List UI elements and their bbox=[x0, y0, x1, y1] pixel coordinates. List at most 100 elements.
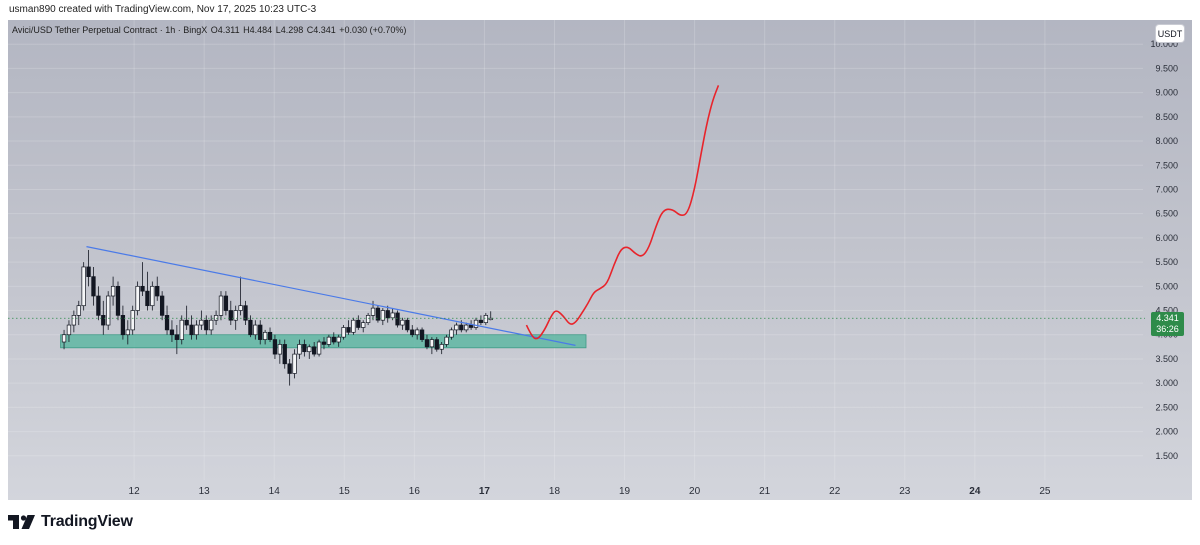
candle bbox=[326, 334, 332, 347]
candle-body-bear bbox=[478, 319, 484, 323]
candle bbox=[346, 320, 351, 335]
candle-body-bear bbox=[120, 315, 126, 336]
projection-layer[interactable] bbox=[525, 85, 720, 340]
y-tick-label: 5.500 bbox=[1155, 257, 1178, 267]
candle-body-bear bbox=[405, 319, 410, 331]
y-axis[interactable]: 10.000 9.500 9.000 8.500 8.000 7.500 7.000 6.50… bbox=[1150, 39, 1178, 461]
candle bbox=[76, 300, 81, 326]
candle bbox=[179, 315, 184, 345]
x-axis[interactable]: 12 13 14 15 16 17 18 19 20 21 22 23 24 25 bbox=[129, 486, 1051, 497]
candle bbox=[228, 300, 233, 326]
candle bbox=[194, 320, 199, 340]
candle bbox=[164, 305, 170, 335]
candle-body-bear bbox=[287, 363, 292, 374]
candle-body-bull bbox=[233, 310, 238, 321]
candle-body-bear bbox=[159, 295, 165, 316]
candle bbox=[125, 320, 130, 345]
low-value: L4.298 bbox=[275, 25, 304, 35]
candle bbox=[282, 339, 287, 369]
candle bbox=[213, 310, 219, 326]
chart-panel[interactable]: 10.000 9.500 9.000 8.500 8.000 7.500 7.000 6.50… bbox=[8, 20, 1192, 500]
candle-body-bull bbox=[125, 329, 130, 336]
x-tick-label: 15 bbox=[339, 486, 351, 497]
candle bbox=[410, 325, 415, 338]
candle-body-bull bbox=[444, 336, 449, 345]
candle-body-bull bbox=[297, 344, 302, 355]
x-tick-label: 24 bbox=[969, 486, 981, 497]
trendline-layer[interactable] bbox=[86, 246, 576, 346]
x-tick-label: 14 bbox=[269, 486, 281, 497]
candle bbox=[336, 334, 341, 347]
candle-body-bull bbox=[400, 319, 405, 326]
y-tick-label: 9.500 bbox=[1155, 63, 1178, 73]
candle-body-bear bbox=[155, 285, 160, 297]
candle bbox=[454, 322, 459, 335]
candle bbox=[361, 320, 366, 333]
candle-body-bull bbox=[390, 312, 395, 319]
x-tick-label: 17 bbox=[479, 486, 491, 497]
candle bbox=[101, 300, 106, 335]
candle bbox=[155, 276, 160, 301]
y-tick-label: 10.000 bbox=[1150, 39, 1178, 49]
candle-body-bear bbox=[434, 339, 439, 350]
candle bbox=[331, 332, 336, 345]
candle bbox=[145, 271, 150, 311]
candle bbox=[478, 315, 484, 326]
candle-body-bull bbox=[199, 319, 204, 326]
candle-body-bear bbox=[174, 334, 179, 340]
y-tick-label: 7.500 bbox=[1155, 160, 1178, 170]
x-tick-label: 21 bbox=[759, 486, 771, 497]
open-value: O4.311 bbox=[210, 25, 240, 35]
candle bbox=[444, 334, 449, 347]
candle-body-bull bbox=[307, 346, 312, 353]
created-with-line: usman890 created with TradingView.com, N… bbox=[9, 4, 317, 15]
candle-body-bull bbox=[454, 324, 459, 331]
candle-body-bear bbox=[419, 329, 425, 340]
candle-body-bear bbox=[331, 336, 336, 343]
candle-body-bull bbox=[253, 324, 258, 336]
price-chart[interactable]: 10.000 9.500 9.000 8.500 8.000 7.500 7.000 6.50… bbox=[8, 20, 1192, 500]
y-tick-label: 1.500 bbox=[1155, 451, 1178, 461]
descending-trendline[interactable] bbox=[86, 246, 576, 346]
candle bbox=[184, 305, 189, 330]
candle-body-bull bbox=[429, 339, 435, 348]
candle-body-bull bbox=[292, 353, 297, 374]
support-zone[interactable] bbox=[60, 334, 587, 349]
candle bbox=[233, 305, 238, 330]
candle-body-bull bbox=[380, 310, 385, 321]
candle-body-bear bbox=[228, 310, 233, 321]
candle bbox=[424, 334, 430, 350]
candle bbox=[61, 329, 67, 350]
projection-path[interactable] bbox=[525, 85, 720, 340]
currency-badge[interactable]: USDT bbox=[1156, 25, 1184, 42]
candle-body-bear bbox=[184, 319, 189, 326]
candle bbox=[262, 329, 268, 345]
candle-body-bull bbox=[370, 307, 376, 316]
candle-body-bear bbox=[189, 324, 194, 336]
candle bbox=[258, 320, 263, 345]
y-tick-label: 7.000 bbox=[1155, 184, 1178, 194]
candle bbox=[91, 266, 96, 306]
candle-body-bull bbox=[110, 285, 116, 297]
candle bbox=[395, 310, 400, 328]
last-price-label: 4.341 36:26 bbox=[1151, 312, 1184, 336]
candle bbox=[159, 291, 165, 321]
close-value: C4.341 bbox=[306, 25, 336, 35]
candle bbox=[439, 342, 444, 355]
candle-body-bull bbox=[326, 336, 332, 345]
candle bbox=[429, 337, 435, 355]
candle bbox=[302, 339, 307, 357]
candle-body-bull bbox=[238, 305, 243, 311]
candle-body-bear bbox=[145, 290, 150, 307]
candle bbox=[375, 305, 381, 323]
candle-body-bear bbox=[395, 312, 400, 326]
candle bbox=[199, 310, 204, 330]
candle-body-bear bbox=[248, 319, 253, 336]
candle bbox=[341, 325, 346, 340]
y-tick-label: 4.500 bbox=[1155, 306, 1178, 316]
candle-body-bull bbox=[76, 305, 81, 316]
candle bbox=[464, 322, 469, 333]
candle-body-bull bbox=[179, 319, 184, 340]
tradingview-brand[interactable]: TradingView bbox=[8, 512, 133, 532]
candle-body-bull bbox=[351, 319, 356, 333]
